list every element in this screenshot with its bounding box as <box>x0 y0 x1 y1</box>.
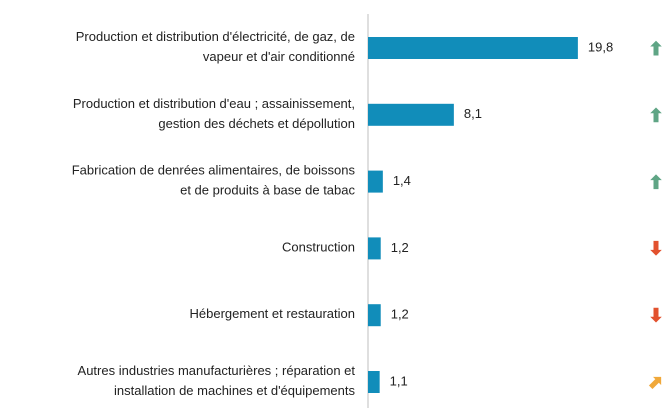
value-label: 1,4 <box>393 173 411 188</box>
category-label: Production et distribution d'eau ; assai… <box>73 96 355 131</box>
trend-arrow <box>647 172 663 191</box>
category-label-line: Production et distribution d'eau ; assai… <box>73 96 355 111</box>
category-label: Fabrication de denrées alimentaires, de … <box>72 163 356 198</box>
category-label-line: Fabrication de denrées alimentaires, de … <box>72 163 356 178</box>
category-label-line: Production et distribution d'électricité… <box>76 29 355 44</box>
trend-arrow <box>647 239 663 258</box>
bar <box>368 304 381 327</box>
bar <box>368 237 381 260</box>
category-label-line: Construction <box>282 240 355 255</box>
category-label-line: Hébergement et restauration <box>190 307 355 322</box>
trend-arrow-shape <box>647 106 663 124</box>
value-label: 1,1 <box>390 373 408 388</box>
category-label-line: et de produits à base de tabac <box>180 183 355 198</box>
trend-arrow <box>647 375 663 391</box>
category-label: Hébergement et restauration <box>190 307 355 322</box>
bar <box>368 371 380 393</box>
value-label: 1,2 <box>391 307 409 322</box>
category-label: Production et distribution d'électricité… <box>76 29 355 64</box>
bar <box>368 37 578 59</box>
value-label: 8,1 <box>464 106 482 121</box>
bar <box>368 170 383 193</box>
value-label: 19,8 <box>588 39 613 54</box>
trend-arrow-shape <box>647 239 663 258</box>
category-label-line: gestion des déchets et dépollution <box>158 116 355 131</box>
value-label: 1,2 <box>391 240 409 255</box>
category-label-line: vapeur et d'air conditionné <box>203 49 355 64</box>
trend-arrow-shape <box>647 39 663 57</box>
trend-arrow-shape <box>647 306 663 324</box>
category-label-line: installation de machines et d'équipement… <box>114 383 355 398</box>
trend-arrow <box>647 106 663 124</box>
trend-arrow-shape <box>647 375 663 391</box>
category-label: Autres industries manufacturières ; répa… <box>78 363 356 398</box>
category-label: Construction <box>282 240 355 255</box>
trend-arrow <box>647 306 663 324</box>
trend-arrow <box>647 39 663 57</box>
category-label-line: Autres industries manufacturières ; répa… <box>78 363 356 378</box>
trend-arrow-shape <box>647 172 663 191</box>
bar <box>368 103 454 126</box>
